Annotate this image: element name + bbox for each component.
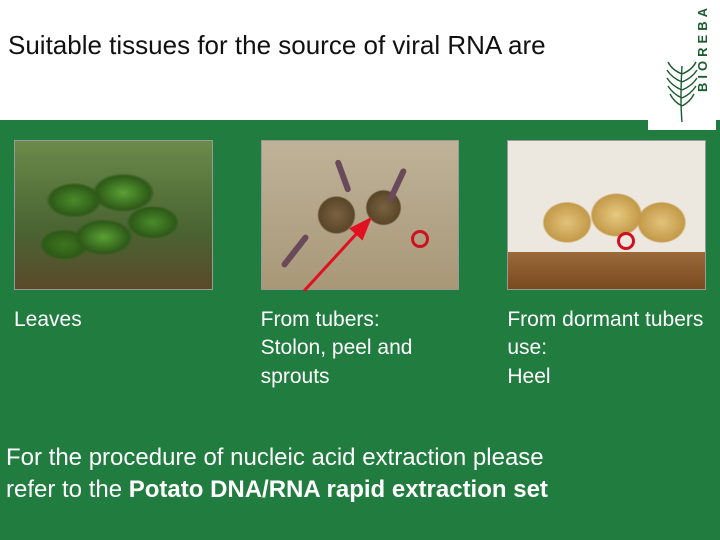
caption-dormant: From dormant tubers use: Heel [507, 306, 706, 391]
ring-marker-icon [411, 230, 429, 248]
slide-title: Suitable tissues for the source of viral… [8, 30, 630, 61]
footer-line: For the procedure of nucleic acid extrac… [6, 444, 544, 471]
slide: Suitable tissues for the source of viral… [0, 0, 720, 540]
images-row [14, 140, 706, 290]
caption-text: From dormant tubers use: [507, 308, 703, 359]
caption-text: From tubers: [261, 308, 380, 331]
dormant-tubers-photo [507, 140, 706, 290]
tubers-illustration [262, 141, 459, 289]
captions-row: Leaves From tubers: Stolon, peel and spr… [14, 306, 706, 391]
caption-text: Leaves [14, 308, 82, 331]
caption-text: Heel [507, 365, 550, 388]
brand-logo: BIOREBA [648, 0, 716, 130]
caption-text: Stolon, peel and sprouts [261, 336, 413, 387]
leaves-photo [14, 140, 213, 290]
footer-line: refer to the [6, 476, 129, 503]
footer-bold: Potato DNA/RNA rapid extraction set [129, 476, 548, 503]
footer-text: For the procedure of nucleic acid extrac… [6, 442, 700, 507]
potatoes-illustration [508, 141, 705, 289]
caption-leaves: Leaves [14, 306, 213, 391]
caption-tubers: From tubers: Stolon, peel and sprouts [261, 306, 460, 391]
sprouting-tubers-photo [261, 140, 460, 290]
wheat-icon [658, 60, 706, 124]
leaves-illustration [15, 141, 212, 289]
